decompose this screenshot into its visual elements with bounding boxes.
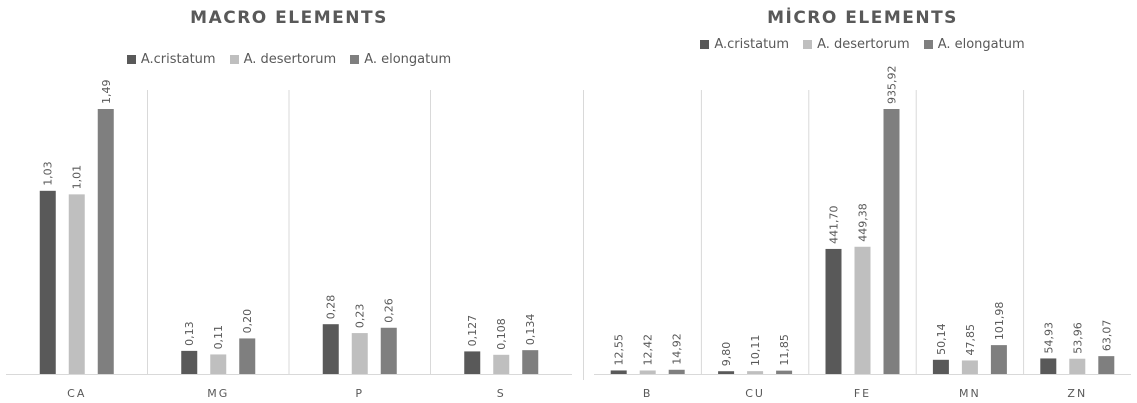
data-label: 10,11 <box>749 335 762 367</box>
data-label: 53,96 <box>1071 322 1084 354</box>
bar <box>961 360 978 374</box>
bar <box>883 109 900 374</box>
bar <box>210 354 227 374</box>
category-tick-label: P <box>355 387 364 400</box>
bar <box>239 338 256 374</box>
bar <box>990 345 1007 374</box>
data-label: 0,13 <box>183 321 196 346</box>
data-label: 0,134 <box>524 314 537 346</box>
bar <box>351 333 368 374</box>
bar <box>68 194 85 374</box>
legend-item-a-desertorum: A. desertorum <box>803 37 910 52</box>
bar <box>1040 358 1057 374</box>
legend-label: A.cristatum <box>140 52 216 67</box>
category-tick-label: MG <box>207 387 229 400</box>
legend-label: A. elongatum <box>937 37 1025 52</box>
bar <box>493 354 510 374</box>
data-label: 0,28 <box>325 295 338 320</box>
macro-plot-area: 1,03 1,01 1,49 CA 0,13 0,11 0,20 MG 0,28 0,23 0,26… <box>6 80 572 400</box>
legend-item-a-cristatum: A.cristatum <box>126 52 216 67</box>
data-label: 0,127 <box>466 315 479 347</box>
data-label: 0,108 <box>495 318 508 350</box>
data-label: 54,93 <box>1042 322 1055 354</box>
data-label: 50,14 <box>935 323 948 355</box>
bar <box>322 324 339 374</box>
bar <box>1069 358 1086 374</box>
data-label: 9,80 <box>720 342 733 367</box>
chart-title: MACRO ELEMENTS <box>190 8 388 28</box>
data-label: 0,20 <box>241 309 254 334</box>
macro-elements-chart: MACRO ELEMENTS A.cristatum A. desertorum… <box>0 8 578 400</box>
data-label: 14,92 <box>671 333 684 365</box>
legend-swatch <box>803 40 813 49</box>
bar <box>522 350 539 374</box>
data-label: 1,49 <box>100 80 113 105</box>
bar <box>380 327 397 374</box>
data-label: 449,38 <box>857 203 870 242</box>
data-label: 0,23 <box>354 304 367 329</box>
bar <box>39 190 56 374</box>
bar <box>181 350 198 374</box>
bar <box>854 246 871 374</box>
legend-item-a-elongatum: A. elongatum <box>350 52 451 67</box>
chart-title: MİCRO ELEMENTS <box>767 8 958 28</box>
category-tick-label: CU <box>745 387 765 400</box>
bar <box>747 371 764 374</box>
legend-swatch <box>700 40 710 49</box>
data-label: 935,92 <box>886 66 899 105</box>
micro-elements-chart: MİCRO ELEMENTS A.cristatum A. desertorum… <box>588 0 1137 403</box>
legend-item-a-cristatum: A.cristatum <box>700 37 789 52</box>
bar <box>668 369 685 374</box>
bar <box>97 109 114 374</box>
category-tick-label: FE <box>854 387 871 400</box>
data-label: 0,26 <box>383 298 396 323</box>
data-label: 12,42 <box>642 334 655 366</box>
legend-swatch <box>229 55 239 64</box>
panel-divider <box>583 90 584 380</box>
legend-label: A. desertorum <box>817 37 910 52</box>
data-label: 11,85 <box>778 334 791 366</box>
legend-label: A. elongatum <box>364 52 452 67</box>
data-label: 47,85 <box>964 324 977 356</box>
micro-plot-area: 12,55 12,42 14,92 B 9,80 10,11 11,85 CU 441,70 44… <box>594 66 1131 400</box>
legend-swatch <box>923 40 933 49</box>
legend-item-a-desertorum: A. desertorum <box>229 52 337 67</box>
bar <box>639 370 656 374</box>
data-label: 1,03 <box>42 161 55 186</box>
data-label: 0,11 <box>212 325 225 350</box>
category-tick-label: MN <box>959 387 981 400</box>
legend-item-a-elongatum: A. elongatum <box>923 37 1025 52</box>
bar <box>464 351 481 374</box>
data-label: 1,01 <box>71 165 84 190</box>
bar <box>932 359 949 374</box>
category-tick-label: CA <box>67 387 86 400</box>
chart-legend: A.cristatum A. desertorum A. elongatum <box>0 52 578 67</box>
data-label: 12,55 <box>613 334 626 366</box>
bar <box>610 370 627 374</box>
category-tick-label: S <box>497 387 506 400</box>
legend-swatch <box>350 55 360 64</box>
data-label: 441,70 <box>828 205 841 244</box>
chart-legend: A.cristatum A. desertorum A. elongatum <box>588 37 1137 52</box>
data-label: 101,98 <box>993 302 1006 341</box>
category-tick-label: ZN <box>1067 387 1087 400</box>
data-label: 63,07 <box>1100 320 1113 352</box>
legend-label: A. desertorum <box>243 52 337 67</box>
bar <box>825 248 842 374</box>
legend-label: A.cristatum <box>714 37 790 52</box>
bar <box>718 371 735 374</box>
bar <box>776 370 793 374</box>
bar <box>1098 356 1115 374</box>
legend-swatch <box>126 55 136 64</box>
category-tick-label: B <box>643 387 653 400</box>
